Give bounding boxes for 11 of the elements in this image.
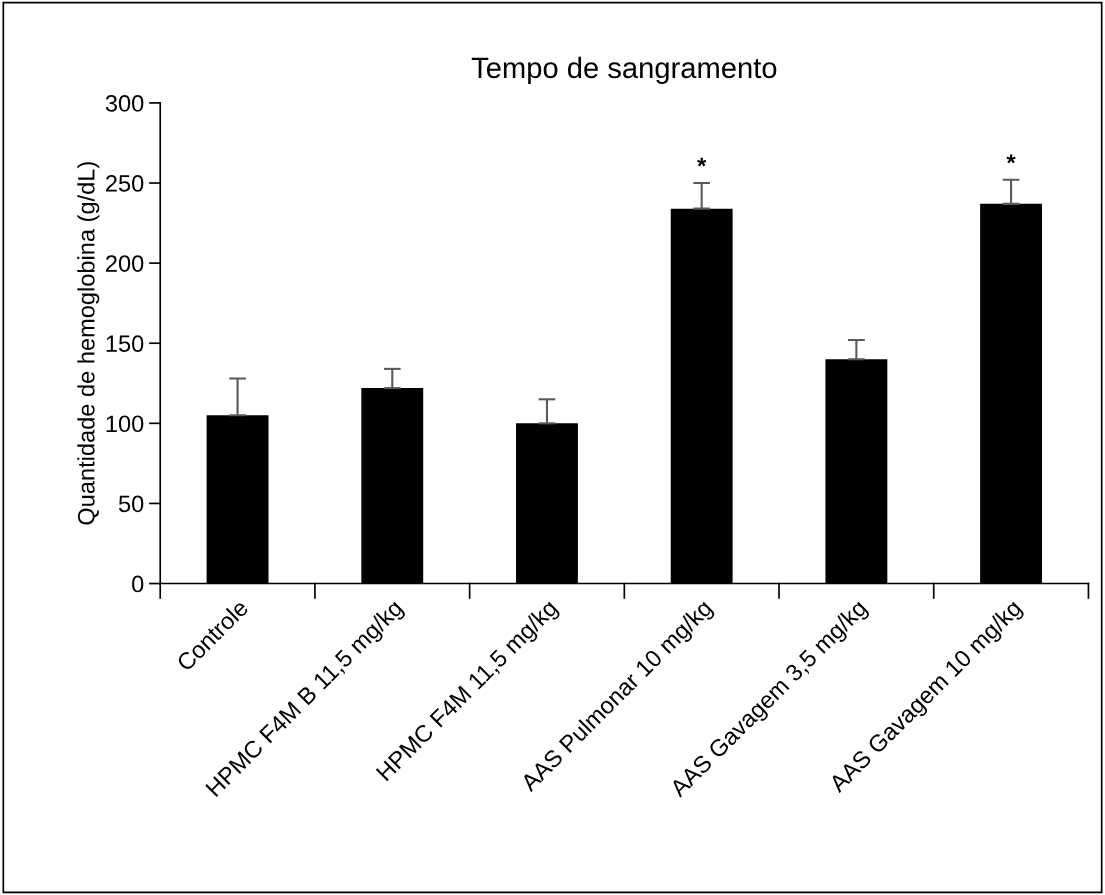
y-tick-label: 150: [106, 335, 144, 353]
y-tick-label: 250: [106, 175, 144, 192]
y-tick-label: 200: [106, 255, 144, 272]
y-axis-title: Quantidade de hemoglobina (g/dL): [77, 162, 100, 525]
y-tick-label: 0: [132, 575, 144, 593]
y-tick-label: 300: [105, 94, 144, 112]
chart-title: Tempo de sangramento: [471, 56, 777, 84]
y-tick-label: 50: [118, 495, 144, 513]
annotation: *: [1006, 154, 1016, 164]
annotation: *: [697, 157, 707, 167]
y-tick-label: 100: [106, 415, 144, 433]
